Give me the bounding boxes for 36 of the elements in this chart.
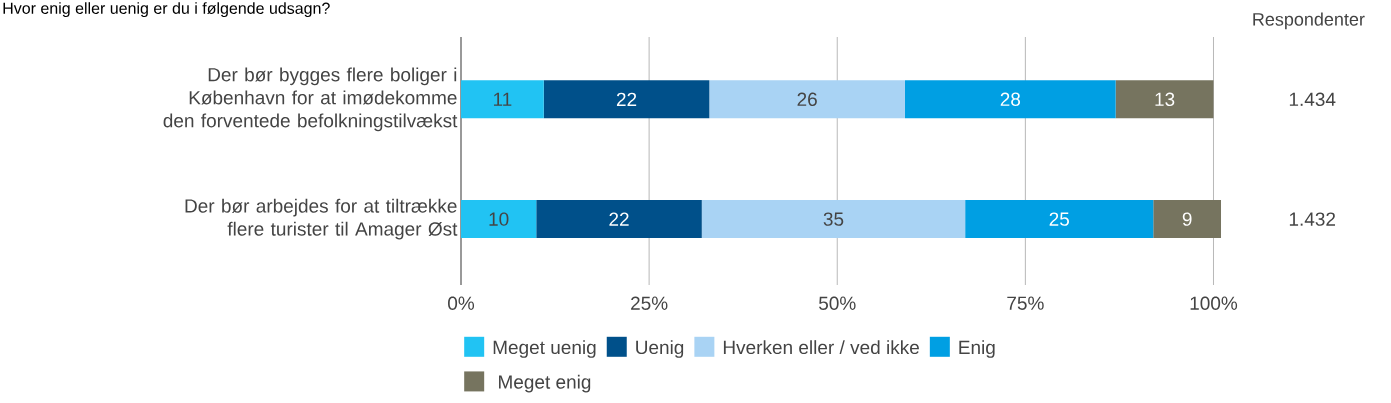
data-label: 9	[1182, 212, 1192, 226]
text: Respondenter	[1253, 12, 1365, 30]
legend-label: Uenig	[636, 340, 684, 358]
y-tick-label: Der bør bygges flere boliger i København for at imødekomme den forventede befolkningstilvækst	[163, 67, 458, 132]
y-tick-label: Der bør arbejdes for at tiltrække flere turister til Amager Øst	[185, 198, 458, 240]
data-label: 10	[489, 212, 509, 226]
bar	[1115, 80, 1214, 119]
data-label: 22	[609, 212, 629, 226]
legend-label: Enig	[959, 340, 995, 358]
x-tick-label: 0%	[448, 296, 475, 310]
x-tick-label: 75%	[1007, 296, 1044, 310]
bar	[1153, 200, 1222, 239]
bar	[965, 200, 1154, 239]
data-label: 11	[493, 92, 512, 106]
bar	[461, 80, 544, 119]
legend-label: Meget uenig	[493, 340, 596, 358]
bar	[701, 200, 966, 239]
legend-label: Meget enig	[499, 374, 591, 393]
data-label: 22	[616, 92, 637, 106]
data-label: 13	[1155, 92, 1175, 107]
x-tick-label: 25%	[631, 296, 668, 310]
bar	[904, 80, 1116, 119]
data-label: 35	[823, 212, 844, 226]
bar	[461, 200, 537, 239]
text: 1.432	[1289, 212, 1336, 226]
x-tick-label: 100%	[1190, 296, 1238, 310]
bar	[543, 80, 710, 119]
data-label: 28	[1000, 92, 1021, 107]
data-label: 25	[1049, 212, 1069, 226]
x-tick-label: 50%	[818, 296, 856, 310]
text: 1.434	[1289, 92, 1336, 107]
bar	[709, 80, 905, 119]
data-label: 26	[797, 92, 817, 107]
legend-label: Hverken eller / ved ikke	[723, 340, 919, 355]
bar	[536, 200, 702, 239]
text: Hvor enig eller uenig er du i følgende udsagn?	[3, 2, 330, 18]
